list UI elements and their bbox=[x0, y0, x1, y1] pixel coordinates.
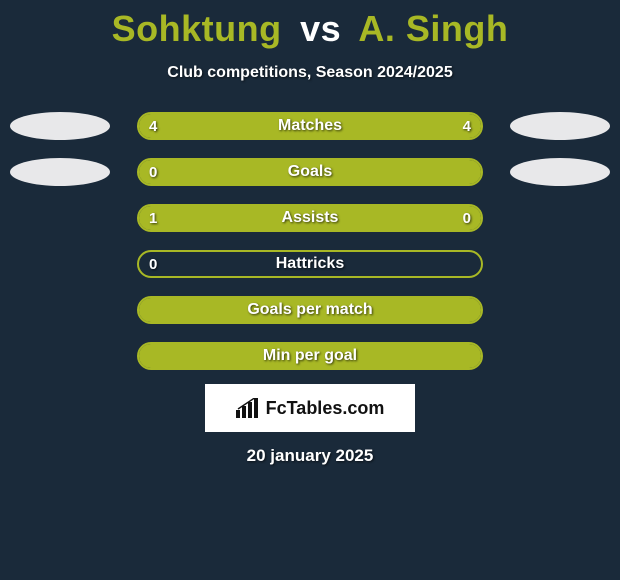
stat-row: 0 Goals bbox=[0, 158, 620, 186]
stat-bar: 1 0 Assists bbox=[137, 204, 483, 232]
logo-box: FcTables.com bbox=[205, 384, 415, 432]
player-left-marker bbox=[10, 112, 110, 140]
stat-label: Goals per match bbox=[247, 301, 372, 319]
stat-left-value: 1 bbox=[149, 210, 157, 227]
date-label: 20 january 2025 bbox=[247, 446, 374, 466]
stat-bar: Goals per match bbox=[137, 296, 483, 324]
bar-chart-icon bbox=[236, 398, 260, 418]
page-title: Sohktung vs A. Singh bbox=[112, 8, 509, 50]
stat-right-value: 0 bbox=[463, 210, 471, 227]
stat-label: Matches bbox=[278, 117, 342, 135]
stat-label: Min per goal bbox=[263, 347, 357, 365]
stat-left-value: 0 bbox=[149, 256, 157, 273]
subtitle: Club competitions, Season 2024/2025 bbox=[167, 64, 452, 82]
stat-label: Hattricks bbox=[276, 255, 344, 273]
player-right-marker bbox=[510, 112, 610, 140]
player-left-name: Sohktung bbox=[112, 8, 282, 49]
logo-text: FcTables.com bbox=[266, 398, 385, 419]
stat-label: Assists bbox=[282, 209, 339, 227]
stats-list: 4 4 Matches 0 Goals 1 0 Assists 0 Hattricks Goals … bbox=[0, 112, 620, 370]
stat-bar: 0 Goals bbox=[137, 158, 483, 186]
stat-left-value: 0 bbox=[149, 164, 157, 181]
stat-row: 1 0 Assists bbox=[0, 204, 620, 232]
stat-right-value: 4 bbox=[463, 118, 471, 135]
comparison-infographic: Sohktung vs A. Singh Club competitions, … bbox=[0, 0, 620, 580]
stat-bar: Min per goal bbox=[137, 342, 483, 370]
bar-fill-left bbox=[139, 206, 406, 230]
stat-row: 0 Hattricks bbox=[0, 250, 620, 278]
stat-row: Min per goal bbox=[0, 342, 620, 370]
player-right-name: A. Singh bbox=[358, 8, 508, 49]
stat-bar: 0 Hattricks bbox=[137, 250, 483, 278]
stat-label: Goals bbox=[288, 163, 332, 181]
stat-row: Goals per match bbox=[0, 296, 620, 324]
player-right-marker bbox=[510, 158, 610, 186]
player-left-marker bbox=[10, 158, 110, 186]
stat-row: 4 4 Matches bbox=[0, 112, 620, 140]
title-vs: vs bbox=[300, 8, 341, 49]
stat-left-value: 4 bbox=[149, 118, 157, 135]
stat-bar: 4 4 Matches bbox=[137, 112, 483, 140]
